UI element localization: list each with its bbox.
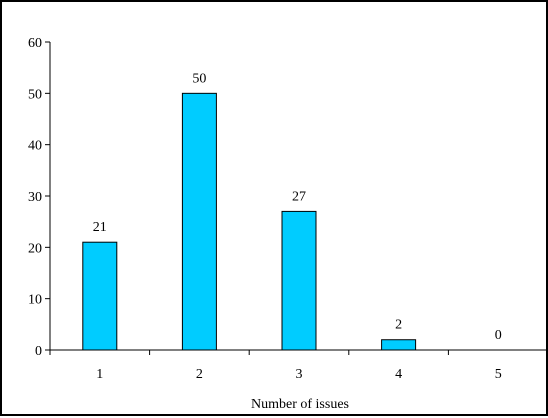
bar — [381, 339, 417, 351]
bar — [82, 241, 118, 351]
bar-value-label: 27 — [292, 189, 306, 204]
y-tick-label: 10 — [28, 293, 42, 308]
bar-value-label: 2 — [395, 318, 402, 333]
x-axis: 1 2 3 4 5 — [49, 349, 548, 382]
x-tick-label: 3 — [296, 367, 303, 382]
bar — [281, 210, 317, 351]
data-labels: 21 50 27 2 0 — [93, 71, 502, 343]
bars — [82, 92, 417, 351]
bar-value-label: 50 — [192, 71, 206, 86]
y-tick-label: 60 — [28, 36, 42, 51]
bar-value-label: 21 — [93, 220, 107, 235]
x-tick-label: 1 — [96, 367, 103, 382]
x-tick-label: 4 — [395, 367, 402, 382]
y-tick-label: 50 — [28, 87, 42, 102]
y-tick-label: 40 — [28, 139, 42, 154]
bar — [181, 92, 217, 351]
y-tick-label: 20 — [28, 241, 42, 256]
x-axis-title: Number of issues — [251, 397, 349, 412]
y-tick-label: 0 — [35, 344, 42, 359]
x-tick-label: 2 — [196, 367, 203, 382]
x-tick-label: 5 — [495, 367, 502, 382]
y-tick-label: 30 — [28, 190, 42, 205]
bar-value-label: 0 — [495, 328, 502, 343]
y-axis: 0 10 20 30 40 50 60 — [28, 36, 51, 359]
